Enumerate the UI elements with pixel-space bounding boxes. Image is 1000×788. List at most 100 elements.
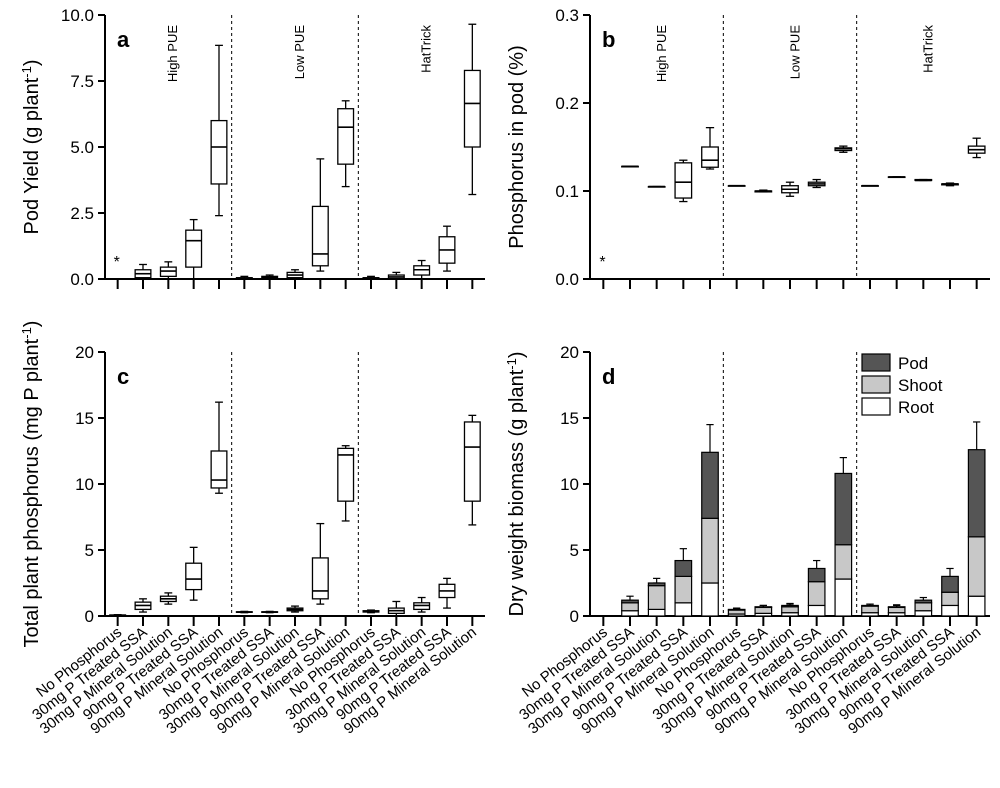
box-plot [159,261,177,280]
bar-pod [647,582,666,587]
stacked-bar [834,457,853,617]
panel-b: 0.0 0.1 0.2 0.3 Phosphorus in pod (%) b * High … [506,6,990,289]
box-iqr [701,146,719,168]
y-tick-label: 0.2 [555,94,579,113]
y-axis-label-unit: -1 [19,327,34,339]
panel-letter: d [602,364,615,389]
box-plot [311,158,329,272]
box-plot [701,126,719,170]
y-tick-label: 0 [570,607,579,626]
box-plot [941,182,959,187]
group-label: HatTrick [921,25,936,73]
box-plot [834,145,853,153]
y-axis-label-text: Pod Yield (g plant [21,77,43,234]
y-tick-label: 20 [560,343,579,362]
bar-pod [967,449,986,538]
group-label: Low PUE [787,25,802,80]
bar-pod [887,606,906,609]
box-plot [438,577,456,609]
y-tick-label: 0.1 [555,182,579,201]
y-tick-label: 0.0 [555,270,579,289]
legend-swatch [861,353,891,372]
no-data-asterisk: * [599,254,605,271]
box-plot [261,274,279,280]
y-tick-label: 7.5 [70,72,94,91]
y-tick-label: 15 [560,409,579,428]
box-plot [159,592,177,605]
bar-root [647,608,666,617]
stacked-bar [647,577,666,617]
box-plot [210,401,228,494]
box-plot [413,596,431,613]
panel-a: 0.0 2.5 5.0 7.5 10.0 Pod Yield (g plant-1) a * H… [19,6,485,289]
y-tick-label: 10 [560,475,579,494]
box-plot [210,44,228,217]
stacked-bar [967,421,986,617]
y-axis-label-text: Phosphorus in pod (%) [506,45,528,248]
bar-root [621,610,639,617]
y-axis-label-close: ) [21,321,43,328]
box-iqr [311,557,329,600]
box-iqr [463,421,481,502]
box-plot [362,609,380,614]
box-plot [185,546,203,601]
legend-label: Root [898,398,934,417]
y-tick-label: 0.3 [555,6,579,25]
box-plot [387,600,405,617]
legend-label: Pod [898,354,928,373]
bar-shoot [701,517,719,584]
bar-root [941,604,959,617]
panel-c: 0 5 10 15 20 Total plant phosphorus (mg P pla… [19,321,485,738]
group-label: High PUE [165,25,180,82]
box-plot [727,184,746,187]
bar-root [834,578,853,617]
bar-shoot [941,591,959,607]
y-tick-label: 0.0 [70,270,94,289]
box-iqr [674,162,693,199]
stacked-bar [941,567,959,617]
bar-pod [727,608,746,611]
box-plot [861,184,879,187]
y-axis-label: Total plant phosphorus (mg P plant-1) [19,321,44,648]
box-plot [235,275,253,280]
y-tick-label: 5 [85,541,94,560]
box-plot [261,610,279,614]
bar-pod [781,604,799,608]
bar-shoot [887,606,906,614]
box-iqr [185,229,203,268]
box-iqr [337,108,355,165]
box-iqr [210,450,228,489]
box-plot [781,181,799,197]
bar-root [807,604,826,617]
bar-shoot [967,536,986,597]
legend: Pod Shoot Root [861,353,943,417]
y-axis-label-unit: -1 [504,358,519,370]
bar-shoot [834,544,853,580]
bar-root [967,595,986,617]
box-plot [109,614,127,617]
y-tick-label: 2.5 [70,204,94,223]
box-plot [311,522,329,605]
y-tick-label: 15 [75,409,94,428]
bar-root [914,610,933,617]
group-label: HatTrick [419,25,434,73]
box-plot [914,178,933,182]
legend-label: Shoot [898,376,943,395]
y-axis-label: Dry weight biomass (g plant-1) [504,351,529,616]
bar-shoot [807,581,826,607]
y-tick-label: 10 [75,475,94,494]
y-axis-label-text: Dry weight biomass (g plant [506,369,528,616]
stacked-bar [621,595,639,617]
box-plot [185,218,203,280]
bar-shoot [621,602,639,612]
stacked-bar [914,596,933,617]
stacked-bar [727,607,746,617]
stacked-bar [807,559,826,617]
box-plot [387,271,405,280]
box-plot [807,178,826,189]
group-label: Low PUE [292,25,307,80]
box-plot [647,185,666,188]
box-plot [337,445,355,522]
